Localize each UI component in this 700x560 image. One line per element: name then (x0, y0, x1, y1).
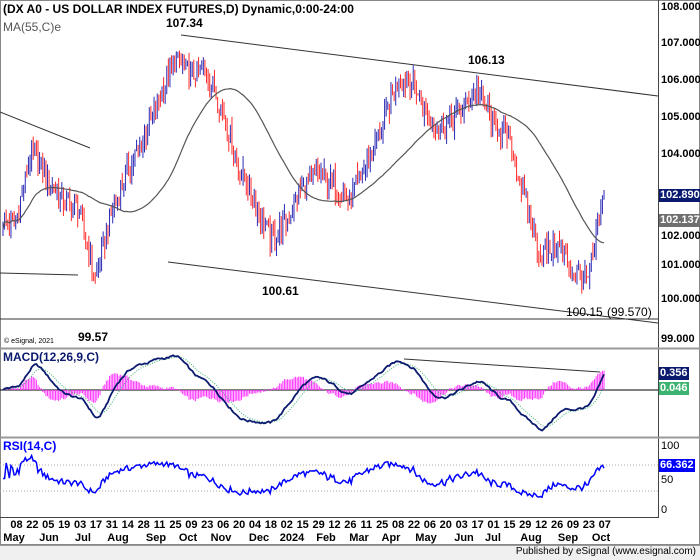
chart-frame (0, 0, 700, 545)
date-tick: 12 (535, 519, 548, 531)
price-tick: 106.000 (661, 74, 700, 86)
price-tick: 102.000 (661, 230, 700, 242)
date-tick: 12 (328, 519, 341, 531)
date-tick: 20 (439, 519, 452, 531)
chart-title: (DX A0 - US DOLLAR INDEX FUTURES,D) Dyna… (3, 2, 354, 16)
month-label: Feb (316, 532, 336, 544)
price-tick: 99.000 (661, 333, 695, 345)
trendline-lower-channel (167, 261, 659, 324)
month-label: Apr (381, 532, 401, 544)
date-tick: 26 (550, 519, 564, 531)
month-label: Jul (75, 532, 91, 544)
macd-value-box: 0.356 (659, 367, 689, 380)
signal-value-box: 0.046 (659, 382, 689, 395)
support-line-left (0, 272, 79, 276)
price-tick: 108.000 (661, 1, 700, 13)
price-tick: 107.000 (661, 37, 700, 49)
date-tick: 15 (296, 519, 309, 531)
published-by: Published by eSignal (www.esignal.com) (515, 546, 696, 557)
trendline-upper-channel (180, 34, 659, 97)
date-tick: 08 (10, 519, 23, 531)
date-tick: 23 (582, 519, 596, 531)
date-tick: 19 (58, 519, 71, 531)
annotation-high-106-13: 106.13 (468, 53, 505, 67)
month-label: Aug (107, 532, 129, 544)
ma55-line (2, 88, 605, 244)
date-tick: 01 (487, 519, 500, 531)
ma-value-box: 102.137 (659, 214, 700, 227)
date-tick: 25 (169, 519, 182, 531)
month-label: Nov (210, 532, 232, 544)
date-tick: 03 (455, 519, 468, 531)
date-tick: 29 (312, 519, 325, 531)
annotation-high-107-34: 107.34 (166, 16, 203, 30)
macd-line (2, 354, 605, 432)
footer-bar (0, 545, 700, 560)
month-label: Dec (248, 532, 270, 544)
date-tick: 23 (201, 519, 214, 531)
date-tick: 15 (503, 519, 516, 531)
date-tick: 07 (598, 519, 611, 531)
rsi-line (3, 453, 605, 499)
annotation-low-100-61: 100.61 (262, 284, 299, 298)
macd-signal-line (2, 356, 605, 428)
annotation-99-570: (99.570) (607, 305, 652, 319)
rsi-tick: 100 (661, 440, 680, 452)
price-tick: 100.000 (661, 293, 700, 305)
rsi-tick: 50 (661, 474, 674, 486)
macd-label: MACD(12,26,9,C) (3, 350, 100, 364)
month-label: Jun (39, 532, 59, 544)
month-label: Sep (145, 532, 167, 544)
month-label: Oct (591, 532, 611, 544)
date-tick: 17 (89, 519, 103, 531)
date-tick: 22 (26, 519, 39, 531)
month-label: Jun (454, 532, 474, 544)
macd-trendline (403, 358, 601, 373)
copyright: © eSignal, 2021 (4, 338, 54, 345)
month-label: Sep (557, 532, 579, 544)
date-tick: 25 (376, 519, 389, 531)
date-tick: 18 (264, 519, 278, 531)
price-tick: 105.000 (661, 111, 700, 123)
month-label: May (415, 532, 437, 544)
date-tick: 05 (42, 519, 55, 531)
month-label: Aug (520, 532, 542, 544)
date-tick: 17 (471, 519, 484, 531)
ma-legend: MA(55,C)e (3, 20, 62, 34)
price-tick: 104.000 (661, 148, 700, 160)
date-tick: 11 (360, 519, 373, 531)
date-tick: 28 (137, 519, 150, 531)
date-tick: 09 (185, 519, 198, 531)
date-tick: 08 (391, 519, 405, 531)
date-tick: 26 (344, 519, 357, 531)
month-label: Oct (178, 532, 198, 544)
date-tick: 04 (248, 519, 262, 531)
month-label: Mar (349, 532, 369, 544)
annotation-low-99-57: 99.57 (78, 330, 109, 344)
date-tick: 31 (105, 519, 119, 531)
last-price-box: 102.890 (659, 189, 700, 202)
date-tick: 09 (566, 519, 580, 531)
date-tick: 14 (121, 519, 134, 531)
month-label: May (3, 532, 25, 544)
date-tick: 22 (407, 519, 421, 531)
date-tick: 11 (153, 519, 166, 531)
annotation-low-100-15: 100.15 (566, 305, 603, 319)
date-tick: 02 (280, 519, 293, 531)
date-tick: 06 (217, 519, 230, 531)
date-tick: 20 (232, 519, 246, 531)
date-tick: 29 (519, 519, 532, 531)
rsi-label: RSI(14,C) (3, 439, 57, 453)
rsi-value-box: 66.362 (659, 459, 695, 472)
rsi-tick: 0 (661, 504, 668, 516)
date-tick: 03 (73, 519, 87, 531)
month-label: 2024 (279, 532, 305, 544)
price-tick: 101.000 (661, 259, 700, 271)
trendline-left (0, 111, 91, 149)
month-label: Jul (485, 532, 501, 544)
date-tick: 06 (423, 519, 437, 531)
